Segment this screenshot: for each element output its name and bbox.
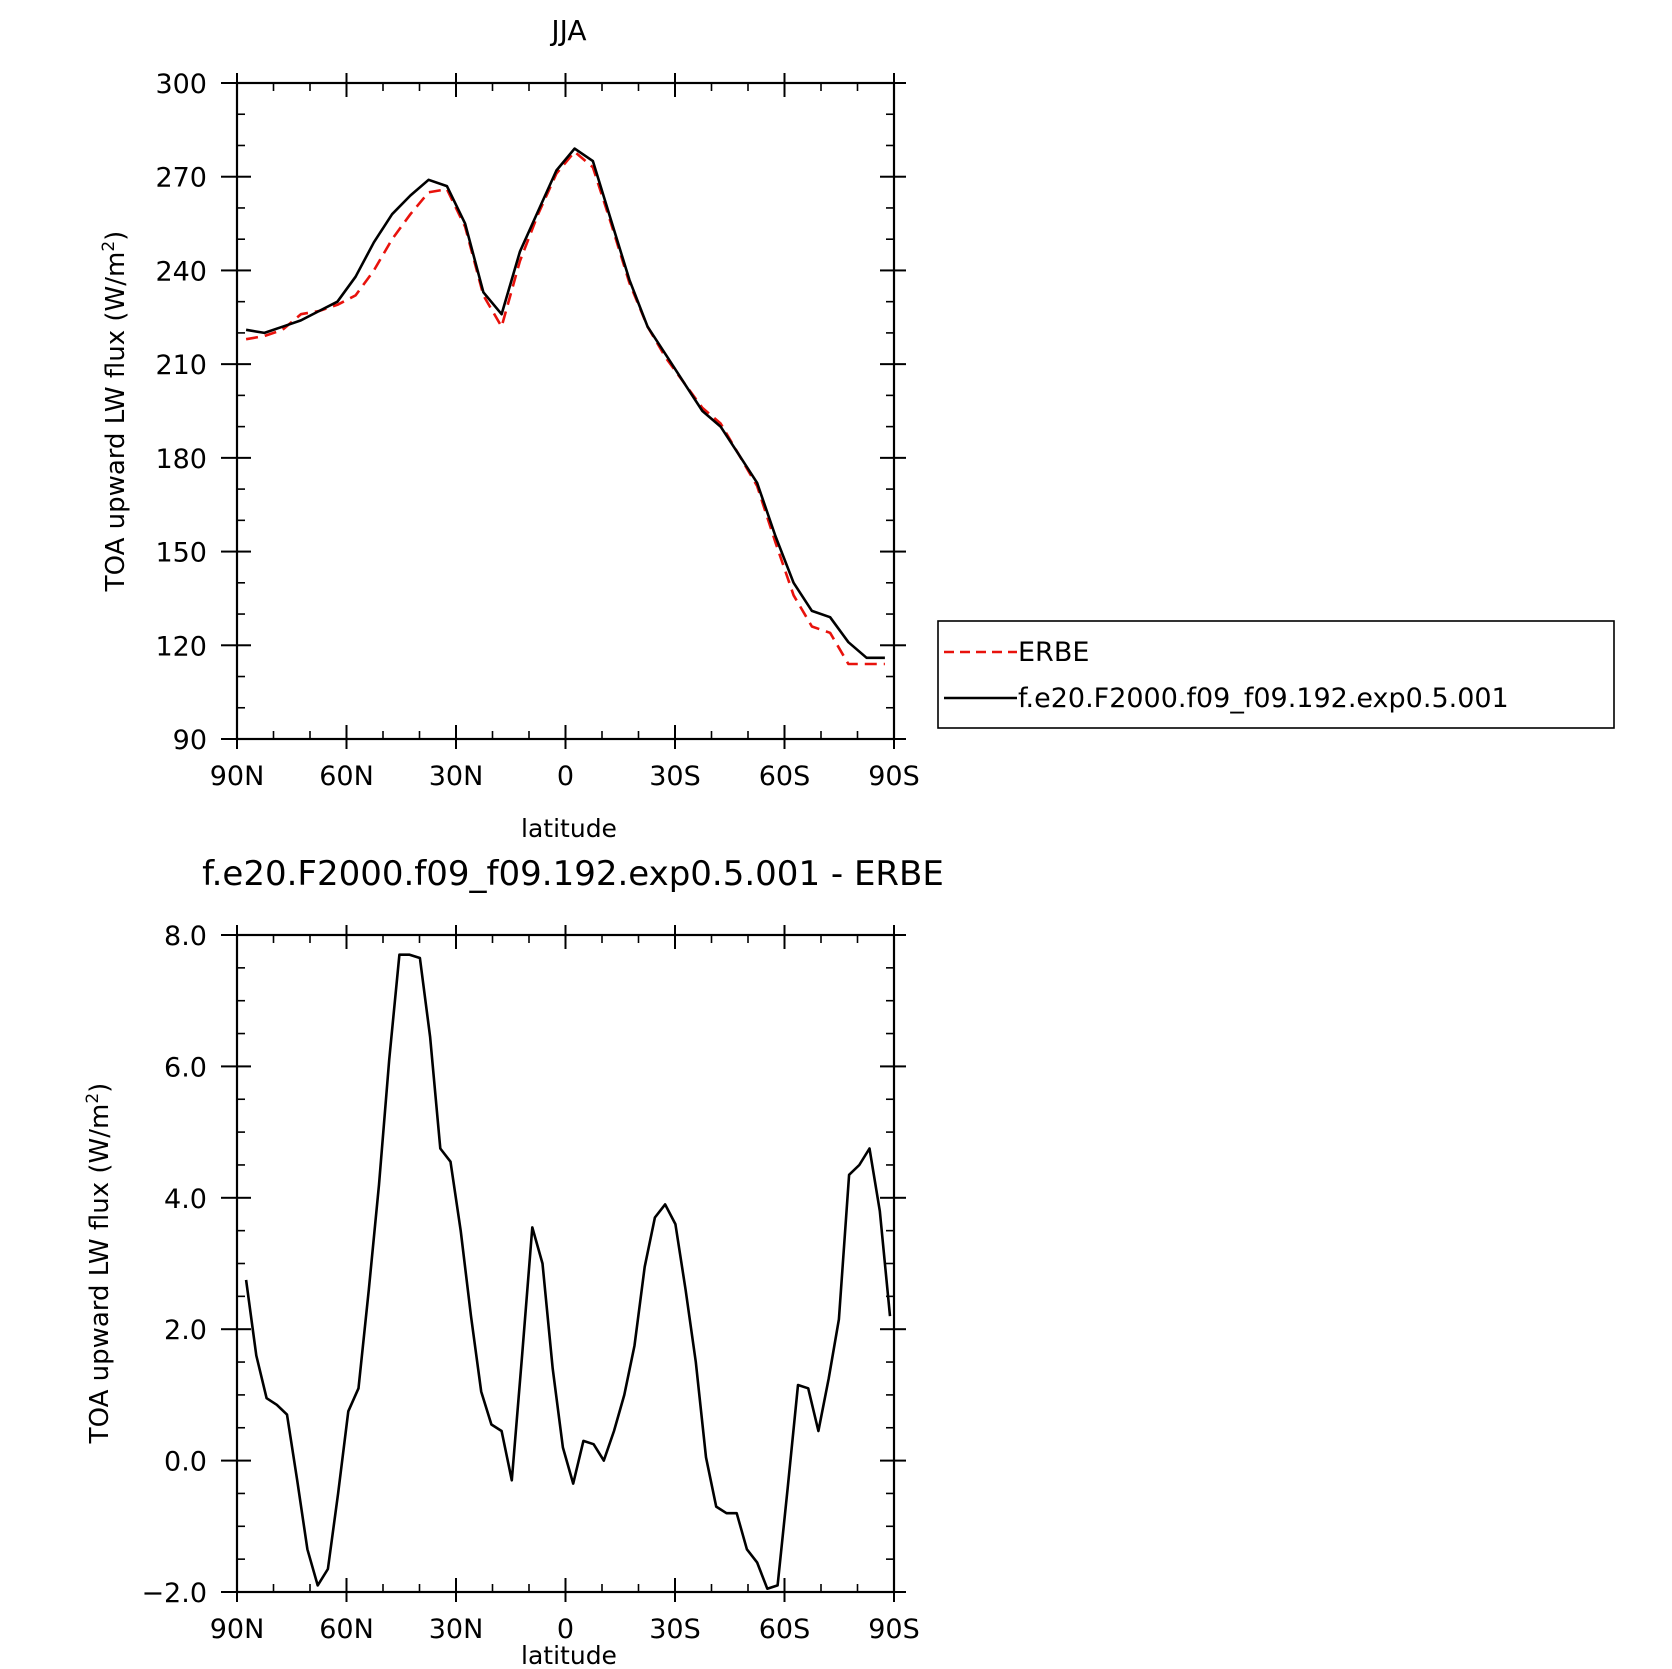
legend-label-model: f.e20.F2000.f09_f09.192.exp0.5.001	[1018, 683, 1509, 714]
x-tick-label: 30S	[649, 761, 701, 792]
x-tick-label: 90S	[868, 761, 920, 792]
top-plot-frame	[235, 81, 896, 741]
top-plot-area: 90N 60N 30N 0 30S 60S 90S 300 270 240 210 180 150 120…	[155, 69, 919, 792]
x-tick-label: 0	[557, 761, 574, 792]
top-y-axis-label: TOA upward LW flux (W/m2)	[99, 231, 131, 593]
y-tick-label: 8.0	[164, 921, 207, 952]
y-tick-label: 210	[155, 350, 207, 381]
bottom-panel: f.e20.F2000.f09_f09.192.exp0.5.001 - ERB…	[83, 854, 944, 1669]
top-x-axis-label: latitude	[521, 814, 617, 843]
series-line-difference	[244, 953, 892, 1590]
x-tick-label: 60S	[759, 761, 811, 792]
bottom-x-axis-label: latitude	[521, 1641, 617, 1669]
y-tick-label: 90	[173, 725, 207, 756]
y-tick-label: 2.0	[164, 1315, 207, 1346]
y-tick-label: 300	[155, 69, 207, 100]
y-tick-label: 150	[155, 538, 207, 569]
series-line-model	[245, 147, 885, 660]
legend: ERBE f.e20.F2000.f09_f09.192.exp0.5.001	[937, 620, 1615, 729]
top-panel: JJA 90N 60N 30N 0 30S 60S 90S 300 270 240 210 180 15…	[99, 14, 1615, 843]
y-tick-label: −2.0	[141, 1578, 207, 1609]
y-tick-label: 0.0	[164, 1447, 207, 1478]
y-tick-label: 4.0	[164, 1184, 207, 1215]
y-tick-label: 6.0	[164, 1052, 207, 1083]
x-tick-label: 30S	[649, 1614, 701, 1645]
legend-box	[937, 620, 1615, 729]
x-tick-label: 60N	[319, 761, 374, 792]
bottom-panel-title: f.e20.F2000.f09_f09.192.exp0.5.001 - ERB…	[202, 854, 944, 894]
x-tick-label: 90N	[210, 761, 265, 792]
x-tick-label: 90S	[868, 1614, 920, 1645]
x-tick-label: 60S	[759, 1614, 811, 1645]
bottom-plot-area: 90N 60N 30N 0 30S 60S 90S 8.0 6.0 4.0 2.0 0.0 −2.0	[141, 921, 919, 1645]
y-tick-label: 240	[155, 256, 207, 287]
legend-label-erbe: ERBE	[1018, 637, 1089, 668]
x-tick-label: 30N	[429, 761, 484, 792]
series-line-erbe	[245, 150, 885, 666]
bottom-y-axis-label: TOA upward LW flux (W/m2)	[83, 1083, 115, 1445]
x-tick-label: 0	[557, 1614, 574, 1645]
y-tick-label: 120	[155, 631, 207, 662]
x-tick-label: 60N	[319, 1614, 374, 1645]
top-panel-title: JJA	[549, 14, 586, 47]
x-tick-label: 90N	[210, 1614, 265, 1645]
x-tick-label: 30N	[429, 1614, 484, 1645]
y-tick-label: 180	[155, 444, 207, 475]
bottom-plot-frame	[235, 933, 896, 1594]
y-tick-label: 270	[155, 163, 207, 194]
